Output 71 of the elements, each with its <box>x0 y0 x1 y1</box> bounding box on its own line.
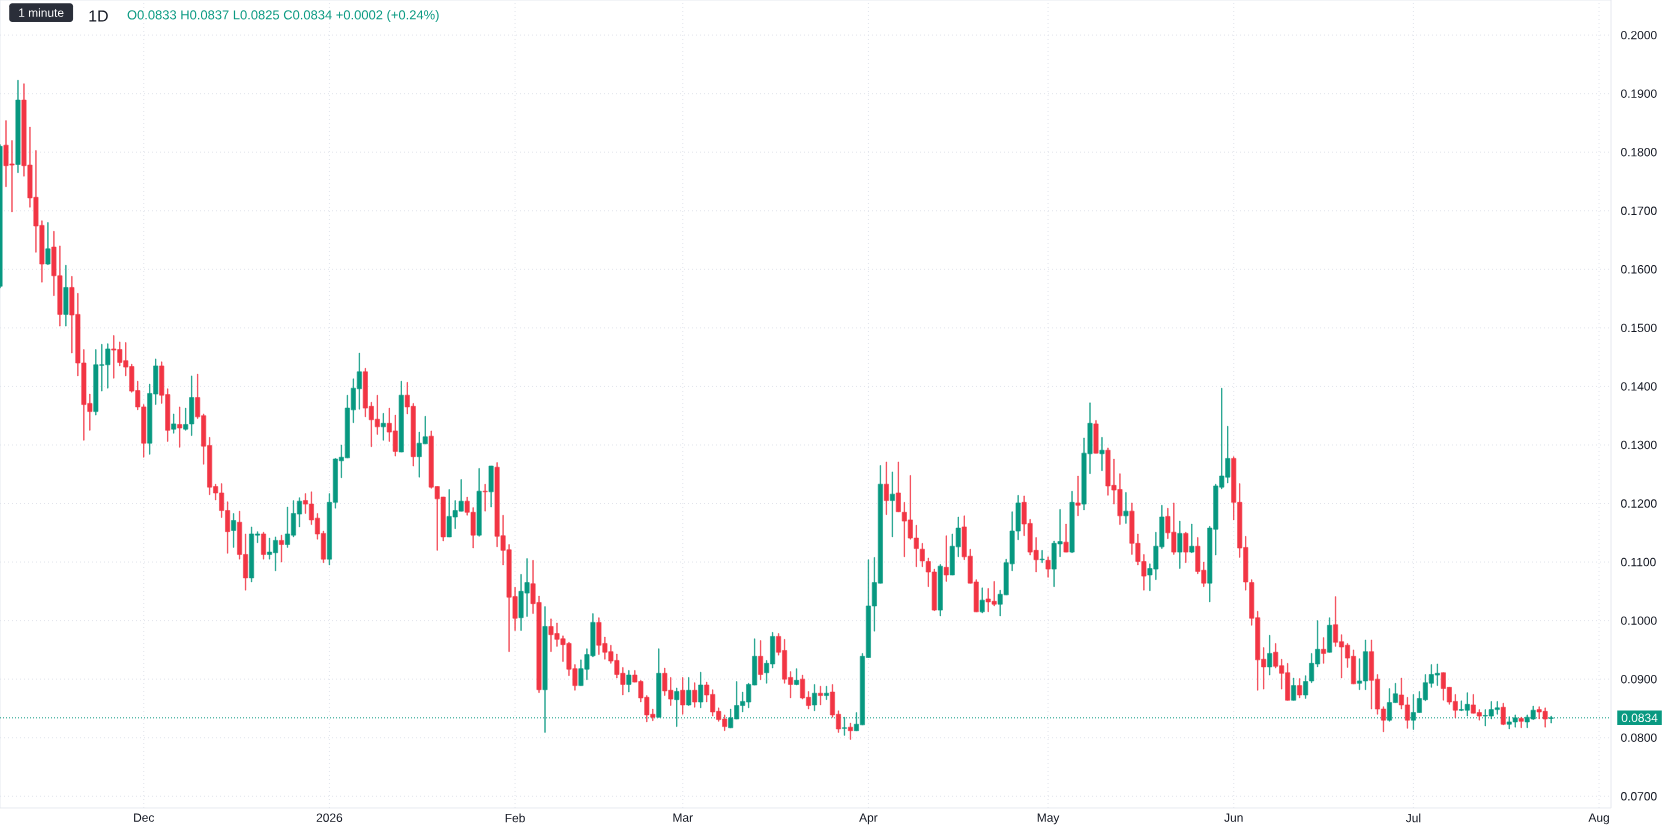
candlestick <box>1518 716 1524 729</box>
x-tick-label: Aug <box>1588 813 1609 825</box>
candlestick <box>177 406 183 448</box>
y-tick-label: 0.0800 <box>1621 733 1657 742</box>
candlestick <box>1123 492 1129 524</box>
candlestick <box>1093 420 1099 454</box>
candlestick <box>686 677 692 706</box>
y-tick-label: 0.1600 <box>1621 265 1657 274</box>
candlestick <box>680 677 686 715</box>
candlestick <box>1297 678 1303 699</box>
x-tick-label: Jul <box>1405 813 1421 823</box>
candlestick <box>692 682 698 708</box>
y-tick-label: 0.1700 <box>1621 206 1657 215</box>
candlestick <box>895 461 901 513</box>
x-tick-label: Mar <box>673 813 693 822</box>
candlestick <box>1177 520 1183 569</box>
candlestick <box>1075 475 1081 517</box>
text: O0.0833 H0.0837 L0.0825 C0.0834 +0.0002 (+0.24%) <box>127 9 439 23</box>
candlestick <box>171 413 177 434</box>
candlestick <box>818 685 823 706</box>
candlestick <box>1069 490 1075 553</box>
candlestick <box>1063 523 1069 553</box>
candlestick <box>1045 556 1051 578</box>
candlestick <box>279 534 284 563</box>
candlestick <box>1189 523 1195 553</box>
candlestick <box>1183 531 1189 563</box>
y-tick-label: 0.1400 <box>1621 382 1657 391</box>
candlestick <box>937 564 943 617</box>
x-tick-label: Dec <box>134 813 155 822</box>
candlestick <box>488 465 494 508</box>
candlestick <box>698 671 704 709</box>
candlestick <box>15 79 21 174</box>
y-tick-label: 0.0900 <box>1621 674 1657 684</box>
candlestick <box>1291 677 1297 701</box>
candlestick <box>1099 437 1105 472</box>
y-tick-label: 0.1000 <box>1621 616 1657 625</box>
y-tick-label: 0.1500 <box>1621 323 1657 333</box>
candlestick <box>794 668 799 686</box>
x-tick-label: 2026 <box>316 813 343 822</box>
candlestick <box>476 468 482 537</box>
x-tick-label: Jun <box>1224 813 1243 822</box>
y-tick-label: 0.0700 <box>1621 792 1657 801</box>
candlestick <box>889 471 895 538</box>
candlestick <box>1039 550 1045 563</box>
candlestick <box>758 640 764 681</box>
ref-line-label: 0.0834 <box>1621 713 1658 723</box>
candlestick <box>824 685 829 700</box>
candlestick <box>63 264 69 327</box>
x-tick-label: Feb <box>505 813 525 823</box>
y-tick-label: 0.2000 <box>1621 30 1657 40</box>
candlestick <box>626 670 632 693</box>
candlestick <box>883 461 889 515</box>
candlestick <box>1500 702 1506 726</box>
y-tick-label: 0.1300 <box>1621 440 1657 450</box>
candlestick <box>45 222 51 265</box>
candlestick <box>398 380 404 453</box>
candlestick <box>1267 634 1273 676</box>
candlestick <box>979 587 985 614</box>
y-tick-label: 0.1900 <box>1621 89 1657 98</box>
candlestick <box>943 535 949 582</box>
x-tick-label: May <box>1037 813 1060 825</box>
candlestick <box>231 513 237 548</box>
x-tick-label: Apr <box>859 813 878 825</box>
y-tick-label: 0.1800 <box>1621 147 1657 157</box>
candlestick <box>482 483 488 512</box>
annotation: 1 minute <box>19 8 64 17</box>
y-tick-label: 0.1200 <box>1621 499 1657 508</box>
candlestick <box>1321 637 1327 664</box>
y-tick-label: 0.1100 <box>1621 557 1656 567</box>
candlestick <box>380 413 386 441</box>
text: 1D <box>89 10 108 22</box>
